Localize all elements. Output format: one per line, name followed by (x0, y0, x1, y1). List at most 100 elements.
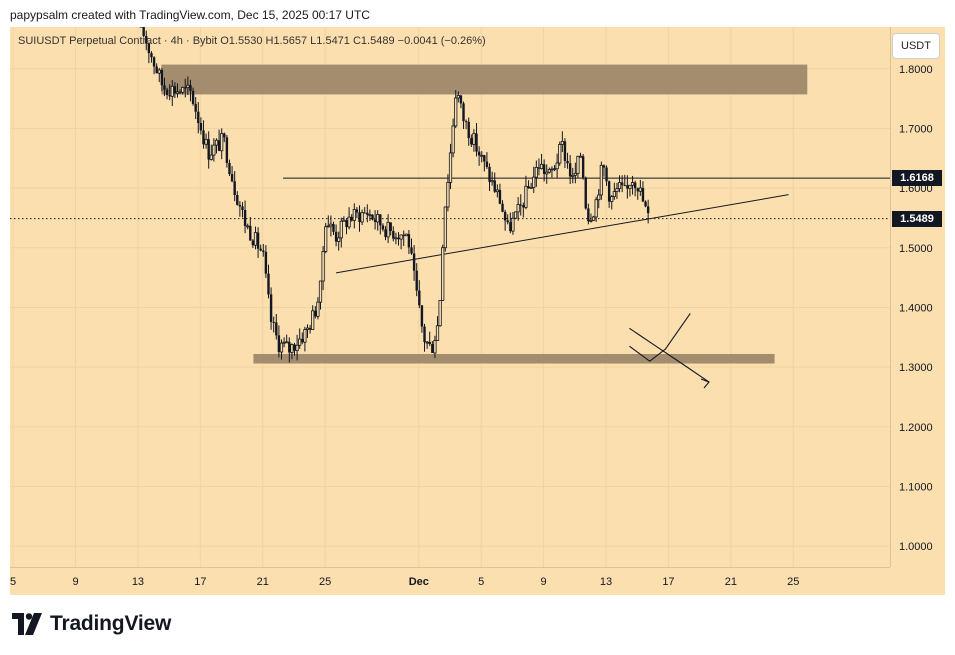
candle-body-down (384, 229, 387, 237)
plot-area[interactable] (10, 10, 891, 567)
candle-body-up (617, 182, 622, 189)
time-axis[interactable]: 5 9 13 17 21 25 Dec 5 9 13 17 21 25 (10, 567, 890, 596)
x-tick-label: 9 (541, 576, 547, 588)
interval-label[interactable]: 4h (170, 35, 183, 47)
high-value: H1.5657 (265, 35, 308, 47)
candle-body-down (173, 86, 177, 94)
candle-body-down (241, 206, 244, 210)
candle-body-down (641, 187, 645, 202)
low-value: L1.5471 (310, 35, 350, 47)
x-tick-label: 21 (725, 576, 737, 588)
x-tick-label: 5 (478, 576, 484, 588)
candle-body-up (425, 341, 429, 344)
tradingview-logo[interactable]: TradingView (12, 612, 171, 636)
candle-body-up (386, 221, 390, 238)
candle-body-down (355, 209, 359, 213)
candle-body-down (412, 253, 416, 271)
candle-body-up (360, 212, 364, 223)
candle-body-down (633, 182, 637, 189)
candle-body-down (225, 137, 229, 163)
candle-body-down (415, 270, 418, 291)
x-tick-label: 17 (194, 576, 206, 588)
candle-body-up (532, 176, 536, 188)
x-tick-label: 9 (72, 576, 78, 588)
separator-dot: · (163, 35, 171, 47)
candle-body-down (509, 222, 512, 232)
candle-body-down (264, 251, 268, 274)
candle-body-up (399, 234, 403, 240)
candle-body-down (644, 201, 647, 207)
x-tick-label: 25 (319, 576, 331, 588)
candle-body-down (207, 139, 210, 160)
candle-body-down (308, 328, 312, 330)
candle-body-up (186, 84, 190, 88)
symbol-legend[interactable]: SUIUSDT Perpetual Contract · 4h · Bybit … (18, 35, 486, 47)
candle-body-down (152, 57, 156, 67)
y-tick-label: 1.5000 (899, 243, 933, 255)
candle-body-up (212, 144, 216, 156)
candle-body-up (316, 301, 320, 317)
candle-body-down (178, 91, 182, 93)
candle-body-up (597, 194, 601, 201)
candle-body-down (602, 165, 606, 168)
candle-body-down (519, 204, 522, 206)
candle-body-up (209, 154, 213, 160)
price-scale[interactable]: 1.0000 1.1000 1.2000 1.3000 1.4000 1.5000 1.60… (891, 27, 945, 595)
candle-body-down (620, 182, 624, 186)
candle-body-down (163, 85, 166, 90)
candle-body-down (522, 205, 525, 208)
candle-body-down (389, 222, 392, 231)
candle-body-down (251, 240, 255, 246)
candle-body-up (441, 247, 445, 301)
candle-body-down (498, 189, 502, 204)
price-zone (161, 64, 808, 95)
candle-body-up (589, 219, 593, 222)
price-chart-svg (10, 10, 890, 567)
candle-body-up (298, 338, 302, 346)
chart-attribution: papypsalm created with TradingView.com, … (10, 8, 370, 22)
x-tick-label: 13 (600, 576, 612, 588)
candle-body-down (332, 224, 335, 232)
currency-button[interactable]: USDT (892, 33, 940, 59)
candle-body-up (326, 225, 330, 228)
candle-body-down (623, 185, 626, 187)
candle-body-up (578, 155, 583, 158)
candle-body-up (513, 211, 518, 219)
candle-body-down (238, 204, 242, 207)
candle-body-up (342, 219, 346, 222)
candle-body-up (615, 188, 619, 192)
candle-body-up (170, 85, 174, 97)
candle-body-down (506, 220, 509, 223)
candle-body-down (646, 206, 650, 214)
candle-body-down (262, 250, 265, 252)
candle-body-up (214, 139, 219, 146)
tradingview-logo-text: TradingView (50, 612, 172, 635)
candle-body-down (568, 163, 572, 177)
candle-body-up (157, 69, 161, 74)
candle-body-down (407, 234, 411, 248)
candle-body-up (318, 280, 323, 303)
candle-body-up (456, 95, 460, 99)
candle-body-down (256, 232, 260, 249)
candle-body-up (404, 233, 408, 237)
candle-body-down (194, 103, 197, 112)
candle-body-down (142, 20, 145, 36)
candle-body-down (379, 214, 382, 226)
candle-body-down (334, 231, 338, 242)
candle-body-up (282, 341, 286, 344)
candle-body-up (560, 140, 564, 145)
candle-body-up (285, 341, 289, 344)
candle-body-down (587, 208, 590, 222)
candle-body-up (454, 97, 458, 127)
annotation-arrowhead (700, 378, 710, 389)
candle-body-down (459, 95, 463, 104)
candle-body-down (373, 219, 377, 222)
candle-body-down (584, 177, 587, 209)
candle-body-down (236, 195, 239, 205)
candle-body-up (220, 133, 224, 152)
candle-body-up (550, 168, 554, 171)
candle-body-down (267, 273, 270, 295)
candle-body-up (175, 91, 180, 94)
candle-body-up (480, 154, 484, 157)
symbol-name[interactable]: SUIUSDT Perpetual Contract (18, 35, 161, 47)
